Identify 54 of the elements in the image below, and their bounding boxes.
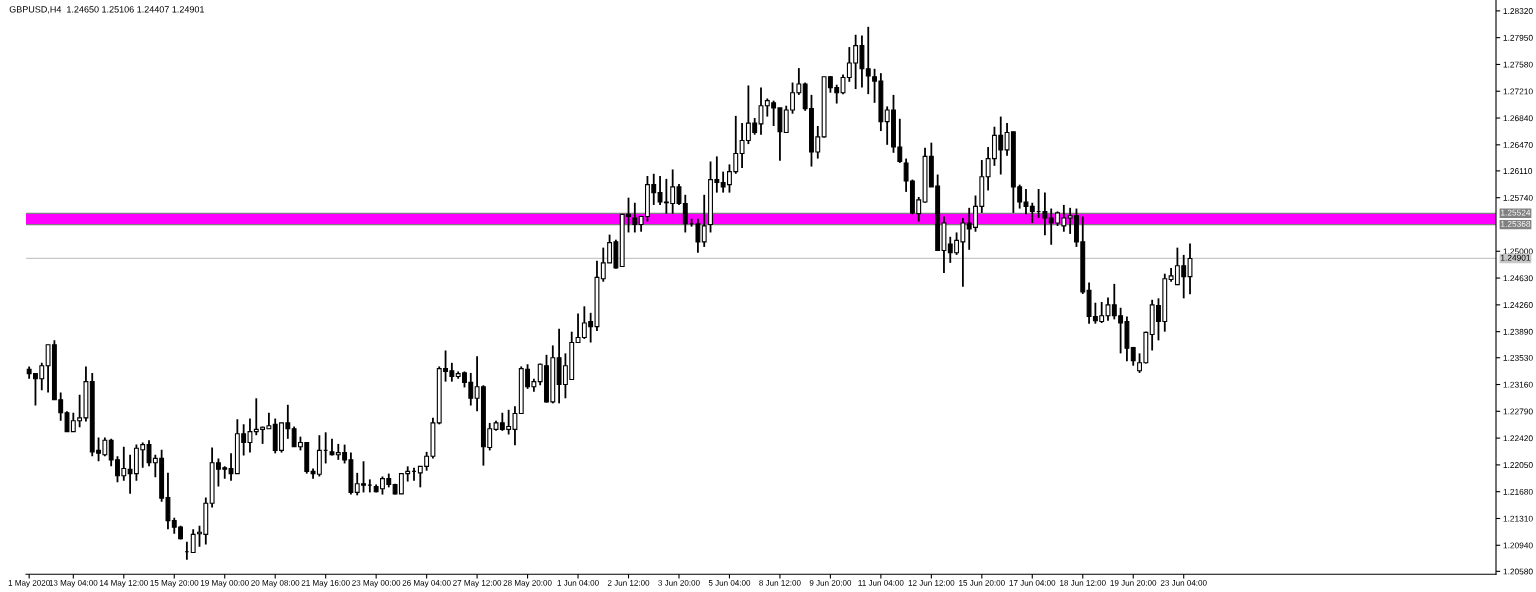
x-tick-label: 18 Jun 12:00: [1060, 580, 1106, 586]
x-tick-label: 21 May 16:00: [301, 580, 350, 588]
y-tick-label: 1.22050: [1503, 462, 1533, 468]
ref-line-label: 1.24901: [1501, 254, 1531, 261]
y-tick-label: 1.23530: [1503, 354, 1533, 361]
x-tick-label: 19 May 00:00: [200, 580, 249, 588]
y-tick-label: 1.25740: [1503, 194, 1533, 201]
x-tick-label: 15 May 20:00: [150, 580, 199, 588]
y-tick-label: 1.27950: [1503, 34, 1533, 41]
y-tick-label: 1.27580: [1503, 61, 1533, 68]
x-tick-label: 2 Jun 12:00: [607, 580, 650, 586]
x-tick-label: 20 May 08:00: [251, 580, 300, 588]
y-tick-label: 1.24630: [1503, 275, 1533, 282]
y-tick-label: 1.26840: [1503, 115, 1533, 122]
y-tick-label: 1.23890: [1503, 328, 1533, 335]
x-tick-label: 5 Jun 04:00: [708, 580, 751, 586]
x-tick-label: 3 Jun 20:00: [658, 580, 700, 586]
x-tick-label: 15 Jun 20:00: [959, 580, 1005, 586]
x-tick-label: 17 Jun 04:00: [1009, 580, 1056, 586]
annotation: GBPUSD,H4 1.24650 1.25106 1.24407 1.24901: [9, 6, 205, 14]
y-tick-label: 1.22420: [1503, 435, 1533, 442]
ref-line-label: 1.25368: [1501, 220, 1531, 227]
x-tick-label: 28 May 20:00: [503, 580, 552, 588]
x-tick-label: 23 May 00:00: [352, 580, 401, 588]
y-tick-label: 1.20940: [1503, 542, 1533, 549]
y-tick-label: 1.26470: [1503, 142, 1533, 148]
x-tick-label: 13 May 04:00: [49, 580, 98, 588]
y-tick-label: 1.20580: [1503, 568, 1533, 575]
y-tick-label: 1.23160: [1503, 381, 1533, 388]
ref-line-label: 1.25524: [1501, 209, 1531, 216]
y-tick-label: 1.26110: [1503, 168, 1533, 174]
x-tick-label: 11 Jun 04:00: [858, 580, 904, 586]
x-tick-label: 27 May 12:00: [453, 580, 502, 588]
x-tick-label: 26 May 04:00: [402, 580, 451, 588]
candlestick: [632, 201, 638, 234]
y-tick-label: 1.25000: [1503, 248, 1533, 255]
y-tick-label: 1.22790: [1503, 408, 1533, 415]
x-tick-label: 1 Jun 04:00: [557, 580, 599, 586]
y-tick-label: 1.21680: [1503, 488, 1533, 495]
y-tick-label: 1.24260: [1503, 302, 1533, 308]
candlestick: [701, 193, 707, 248]
x-tick-label: 12 Jun 12:00: [908, 580, 955, 586]
x-tick-label: 1 May 2020: [8, 580, 50, 588]
x-tick-label: 9 Jun 20:00: [809, 580, 852, 586]
candlestick: [1042, 191, 1048, 237]
candlestick: [695, 217, 701, 254]
y-tick-label: 1.28320: [1503, 8, 1533, 14]
y-tick-label: 1.21310: [1503, 515, 1533, 522]
x-tick-label: 23 Jun 04:00: [1160, 580, 1207, 586]
x-tick-label: 14 May 12:00: [100, 580, 148, 588]
y-tick-label: 1.27210: [1503, 88, 1533, 95]
x-tick-label: 19 Jun 20:00: [1110, 580, 1157, 586]
x-tick-label: 8 Jun 12:00: [759, 580, 801, 586]
candlestick: [190, 528, 196, 554]
